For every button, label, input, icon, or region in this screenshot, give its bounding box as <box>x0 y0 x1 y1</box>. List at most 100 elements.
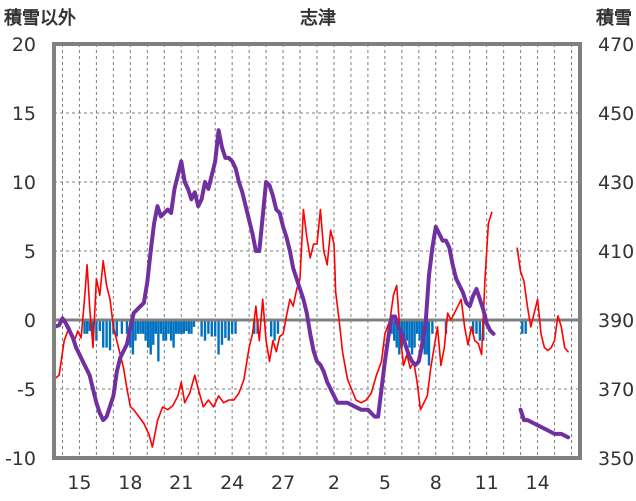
precipitation-bars <box>83 320 527 366</box>
precipitation-bar <box>95 320 98 341</box>
precipitation-bar <box>217 320 220 355</box>
precipitation-bar <box>410 320 414 355</box>
precipitation-bar <box>134 320 137 341</box>
precipitation-bar <box>152 320 155 345</box>
precipitation-bar <box>220 320 224 345</box>
x-tick-label: 21 <box>169 472 193 494</box>
precipitation-bar <box>405 320 409 341</box>
right-tick-label: 470 <box>598 34 634 56</box>
precipitation-bar <box>408 320 411 348</box>
precipitation-bar <box>253 320 256 334</box>
precipitation-bar <box>413 320 416 348</box>
left-tick-label: -5 <box>17 379 36 401</box>
precipitation-bar <box>125 320 129 334</box>
precipitation-bar <box>200 320 203 337</box>
precipitation-bar <box>182 320 186 334</box>
precipitation-bar <box>180 320 183 334</box>
series-lines <box>52 128 580 448</box>
precipitation-bar <box>144 320 147 341</box>
precipitation-bar <box>203 320 207 341</box>
x-tick-label: 11 <box>475 472 499 494</box>
precipitation-bar <box>91 320 95 341</box>
temperature-line <box>516 247 569 353</box>
left-tick-label: 0 <box>24 310 36 332</box>
right-tick-label: 370 <box>598 379 634 401</box>
precipitation-bar <box>141 320 145 334</box>
x-tick-label: 15 <box>67 472 91 494</box>
precipitation-bar <box>207 320 210 334</box>
right-tick-label: 430 <box>598 172 634 194</box>
precipitation-bar <box>157 320 160 362</box>
precipitation-bar <box>213 320 217 337</box>
precipitation-bar <box>227 320 230 341</box>
precipitation-bar <box>224 320 227 338</box>
precipitation-bar <box>230 320 234 334</box>
precipitation-bar <box>187 320 191 334</box>
snow-depth-line <box>52 128 496 423</box>
left-tick-label: 10 <box>12 172 36 194</box>
precipitation-bar <box>159 320 163 334</box>
left-axis-title: 積雪以外 <box>3 7 76 29</box>
precipitation-bar <box>395 320 398 348</box>
precipitation-bar <box>185 320 188 332</box>
precipitation-bar <box>146 320 150 348</box>
precipitation-bar <box>210 320 213 337</box>
precipitation-bar <box>115 320 118 337</box>
precipitation-bar <box>478 320 482 341</box>
precipitation-bar <box>524 320 527 334</box>
precipitation-bar <box>105 320 108 348</box>
temperature-line <box>53 208 493 448</box>
precipitation-bar <box>98 320 102 332</box>
right-tick-label: 410 <box>598 241 634 263</box>
precipitation-bar <box>172 320 175 348</box>
precipitation-bar <box>415 320 419 334</box>
precipitation-bar <box>102 320 105 348</box>
x-tick-label: 8 <box>430 472 442 494</box>
right-tick-label: 350 <box>598 448 634 470</box>
plot-frame <box>52 42 582 460</box>
precipitation-bar <box>269 320 273 337</box>
right-tick-label: 450 <box>598 103 634 125</box>
left-tick-label: 20 <box>12 34 36 56</box>
precipitation-bar <box>426 320 429 355</box>
precipitation-bar <box>131 320 135 355</box>
x-tick-label: 2 <box>328 472 340 494</box>
plot-frame-layer <box>52 42 582 460</box>
precipitation-bar <box>177 320 180 334</box>
left-tick-label: 15 <box>12 103 36 125</box>
precipitation-bar <box>403 320 406 341</box>
precipitation-bar <box>162 320 165 341</box>
precipitation-bar <box>234 320 237 334</box>
precipitation-bar <box>120 320 124 334</box>
precipitation-bar <box>398 320 401 355</box>
precipitation-bar <box>139 320 142 334</box>
x-tick-label: 18 <box>118 472 142 494</box>
precipitation-bar <box>521 320 524 334</box>
precipitation-bar <box>471 320 475 334</box>
precipitation-bar <box>276 320 280 334</box>
precipitation-bar <box>136 320 140 334</box>
gridlines <box>54 44 580 458</box>
precipitation-bar <box>192 320 196 327</box>
right-tick-label: 390 <box>598 310 634 332</box>
snow-depth-line <box>518 407 571 440</box>
right-axis-title: 積雪 <box>595 7 632 29</box>
left-tick-label: -10 <box>5 448 36 470</box>
precipitation-bar <box>431 320 434 334</box>
x-tick-label: 24 <box>220 472 244 494</box>
x-tick-label: 5 <box>379 472 391 494</box>
precipitation-bar <box>475 320 478 334</box>
precipitation-bar <box>427 320 431 366</box>
precipitation-bar <box>149 320 152 355</box>
precipitation-bar <box>393 320 396 341</box>
precipitation-bar <box>190 320 193 334</box>
precipitation-bar <box>154 320 158 334</box>
precipitation-bar <box>164 320 168 341</box>
left-tick-label: 5 <box>24 241 36 263</box>
precipitation-bar <box>273 320 276 341</box>
precipitation-bar <box>174 320 178 334</box>
precipitation-bar <box>167 320 170 334</box>
precipitation-bar <box>108 320 112 351</box>
